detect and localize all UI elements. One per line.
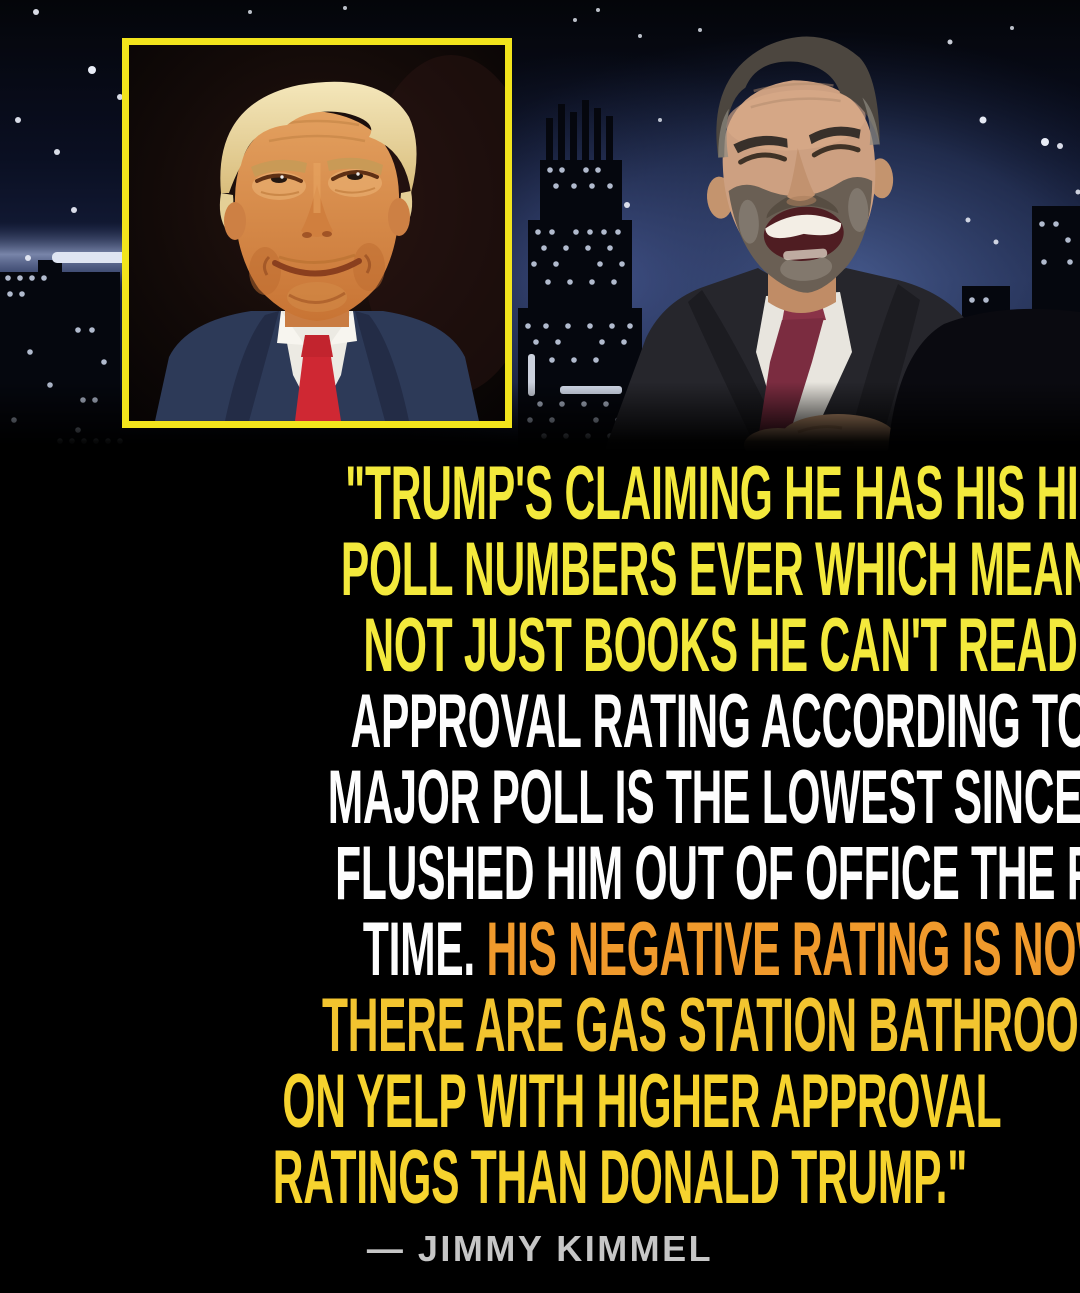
quote-line: MAJOR POLL IS THE LOWEST SINCE WE (0, 760, 1080, 836)
quote-line: POLL NUMBERS EVER WHICH MEANS IT'S (0, 532, 1080, 608)
quote-segment: HIS NEGATIVE RATING IS NOW AT 60%. (486, 907, 1080, 992)
quote-segment: MAJOR POLL IS THE LOWEST SINCE WE (327, 755, 1080, 840)
quote-segment: NOT JUST BOOKS HE CAN'T READ. (363, 603, 1080, 688)
attribution-text: — JIMMY KIMMEL (366, 1228, 714, 1269)
quote-segment: RATINGS THAN DONALD TRUMP." (272, 1135, 968, 1220)
photo-section (0, 0, 1080, 452)
quote-line: NOT JUST BOOKS HE CAN'T READ. TRUMP'S (0, 608, 1080, 684)
quote-line: "TRUMP'S CLAIMING HE HAS HIS HIGHEST (0, 456, 1080, 532)
trump-portrait-graphic (129, 45, 505, 421)
quote-block: "TRUMP'S CLAIMING HE HAS HIS HIGHESTPOLL… (0, 452, 1080, 1216)
trump-inset-photo (122, 38, 512, 428)
quote-segment: APPROVAL RATING ACCORDING TO EVERY (350, 679, 1080, 764)
stars-decor (10, 6, 1080, 307)
quote-segment: POLL NUMBERS EVER WHICH MEANS IT'S (340, 527, 1080, 612)
quote-segment: THERE ARE GAS STATION BATHROOMS (322, 983, 1080, 1068)
quote-segment: ON YELP WITH HIGHER APPROVAL (282, 1059, 1002, 1144)
quote-line: RATINGS THAN DONALD TRUMP." (0, 1140, 1080, 1216)
quote-line: FLUSHED HIM OUT OF OFFICE THE FIRST (0, 836, 1080, 912)
quote-segment: TIME. (362, 907, 475, 992)
quote-line: APPROVAL RATING ACCORDING TO EVERY (0, 684, 1080, 760)
quote-line: TIME. HIS NEGATIVE RATING IS NOW AT 60%. (0, 912, 1080, 988)
quote-segment: "TRUMP'S CLAIMING HE HAS HIS HIGHEST (345, 451, 1080, 536)
quote-line: THERE ARE GAS STATION BATHROOMS (0, 988, 1080, 1064)
quote-line: ON YELP WITH HIGHER APPROVAL (0, 1064, 1080, 1140)
quote-segment: FLUSHED HIM OUT OF OFFICE THE FIRST (335, 831, 1080, 916)
